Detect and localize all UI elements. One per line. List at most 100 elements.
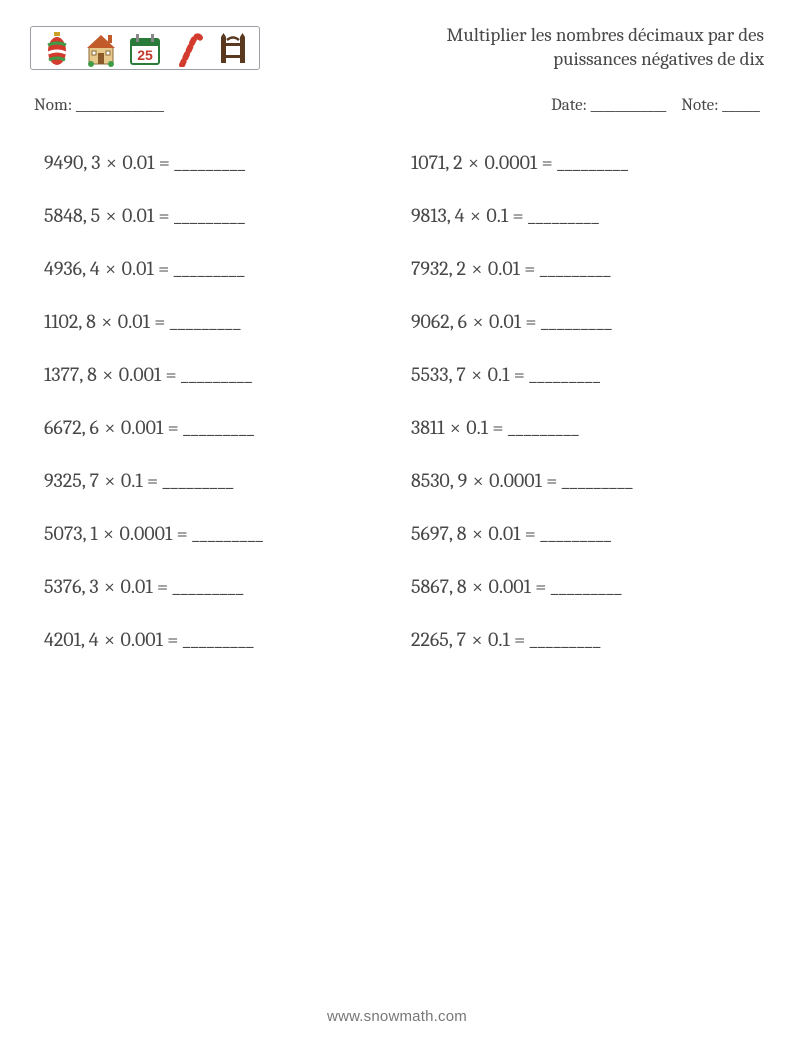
problem: 1377, 8 × 0.001 = _________ <box>44 363 383 386</box>
operand-a: 1102, 8 <box>44 310 96 333</box>
worksheet-title: Multiplier les nombres décimaux par des … <box>446 24 764 72</box>
operand-a: 6672, 6 <box>44 416 99 439</box>
answer-blank: _________ <box>529 363 600 386</box>
operand-b: 0.01 <box>118 310 150 333</box>
times-sign: × <box>101 204 121 227</box>
operand-b: 0.001 <box>119 363 161 386</box>
answer-blank: _________ <box>163 469 234 492</box>
operand-a: 5697, 8 <box>411 522 466 545</box>
problem: 9062, 6 × 0.01 = _________ <box>411 310 750 333</box>
operand-a: 5376, 3 <box>44 575 99 598</box>
title-line1: Multiplier les nombres décimaux par des <box>446 24 764 46</box>
operand-a: 9813, 4 <box>411 204 464 227</box>
problem: 8530, 9 × 0.0001 = _________ <box>411 469 750 492</box>
problem: 5533, 7 × 0.1 = _________ <box>411 363 750 386</box>
operand-a: 2265, 7 <box>411 628 466 651</box>
equals: = <box>143 469 163 492</box>
operand-b: 0.01 <box>488 522 520 545</box>
times-sign: × <box>101 257 121 280</box>
date-field: Date: ____________ <box>551 96 666 115</box>
worksheet-page: 25 <box>0 0 794 1053</box>
operand-b: 0.01 <box>122 151 154 174</box>
equals: = <box>150 310 170 333</box>
operand-b: 0.1 <box>121 469 143 492</box>
times-sign: × <box>468 575 488 598</box>
name-field: Nom: ______________ <box>34 96 164 115</box>
operand-a: 1377, 8 <box>44 363 97 386</box>
equals: = <box>172 522 192 545</box>
date-note: Date: ____________ Note: ______ <box>551 96 760 115</box>
answer-blank: _________ <box>551 575 622 598</box>
equals: = <box>163 628 183 651</box>
meta-row: Nom: ______________ Date: ____________ N… <box>30 96 764 115</box>
problem: 5073, 1 × 0.0001 = _________ <box>44 522 383 545</box>
equals: = <box>161 363 181 386</box>
operand-b: 0.001 <box>489 575 531 598</box>
times-sign: × <box>445 416 465 439</box>
answer-blank: _________ <box>562 469 633 492</box>
problem: 9325, 7 × 0.1 = _________ <box>44 469 383 492</box>
operand-a: 5073, 1 <box>44 522 98 545</box>
answer-blank: _________ <box>172 575 243 598</box>
answer-blank: _________ <box>183 628 254 651</box>
fence-icon <box>215 31 251 67</box>
answer-blank: _________ <box>183 416 254 439</box>
answer-blank: _________ <box>174 151 245 174</box>
times-sign: × <box>97 310 117 333</box>
header-row: 25 <box>30 24 764 72</box>
operand-b: 0.0001 <box>484 151 537 174</box>
problem: 4201, 4 × 0.001 = _________ <box>44 628 383 651</box>
operand-a: 4936, 4 <box>44 257 100 280</box>
equals: = <box>508 204 528 227</box>
equals: = <box>154 151 174 174</box>
operand-b: 0.01 <box>488 257 520 280</box>
problem: 1071, 2 × 0.0001 = _________ <box>411 151 750 174</box>
answer-blank: _________ <box>557 151 628 174</box>
equals: = <box>520 522 540 545</box>
equals: = <box>488 416 508 439</box>
problem: 6672, 6 × 0.001 = _________ <box>44 416 383 439</box>
operand-b: 0.01 <box>122 204 154 227</box>
house-icon <box>83 31 119 67</box>
answer-blank: _________ <box>530 628 601 651</box>
note-field: Note: ______ <box>681 96 760 115</box>
calendar-25-icon: 25 <box>127 31 163 67</box>
answer-blank: _________ <box>528 204 599 227</box>
times-sign: × <box>100 575 120 598</box>
equals: = <box>154 204 174 227</box>
operand-a: 5867, 8 <box>411 575 467 598</box>
times-sign: × <box>468 310 488 333</box>
equals: = <box>509 363 529 386</box>
operand-b: 0.1 <box>488 363 510 386</box>
footer-url: www.snowmath.com <box>327 1008 467 1025</box>
operand-a: 5533, 7 <box>411 363 466 386</box>
operand-b: 0.001 <box>121 628 163 651</box>
times-sign: × <box>465 204 485 227</box>
problem: 3811 × 0.1 = _________ <box>411 416 750 439</box>
problem: 2265, 7 × 0.1 = _________ <box>411 628 750 651</box>
times-sign: × <box>100 416 120 439</box>
equals: = <box>542 469 562 492</box>
times-sign: × <box>468 469 488 492</box>
icon-box: 25 <box>30 26 260 70</box>
times-sign: × <box>100 469 120 492</box>
ornament-icon <box>39 31 75 67</box>
equals: = <box>153 575 173 598</box>
answer-blank: _________ <box>508 416 579 439</box>
operand-a: 9490, 3 <box>44 151 100 174</box>
times-sign: × <box>98 363 118 386</box>
times-sign: × <box>467 257 487 280</box>
operand-b: 0.01 <box>121 575 153 598</box>
times-sign: × <box>467 628 487 651</box>
operand-a: 1071, 2 <box>411 151 463 174</box>
problem: 5848, 5 × 0.01 = _________ <box>44 204 383 227</box>
operand-a: 3811 <box>411 416 444 439</box>
equals: = <box>154 257 174 280</box>
operand-b: 0.1 <box>466 416 488 439</box>
answer-blank: _________ <box>192 522 263 545</box>
footer: www.snowmath.com <box>0 1008 794 1025</box>
operand-a: 9325, 7 <box>44 469 99 492</box>
operand-a: 4201, 4 <box>44 628 99 651</box>
operand-b: 0.01 <box>122 257 154 280</box>
equals: = <box>521 310 541 333</box>
